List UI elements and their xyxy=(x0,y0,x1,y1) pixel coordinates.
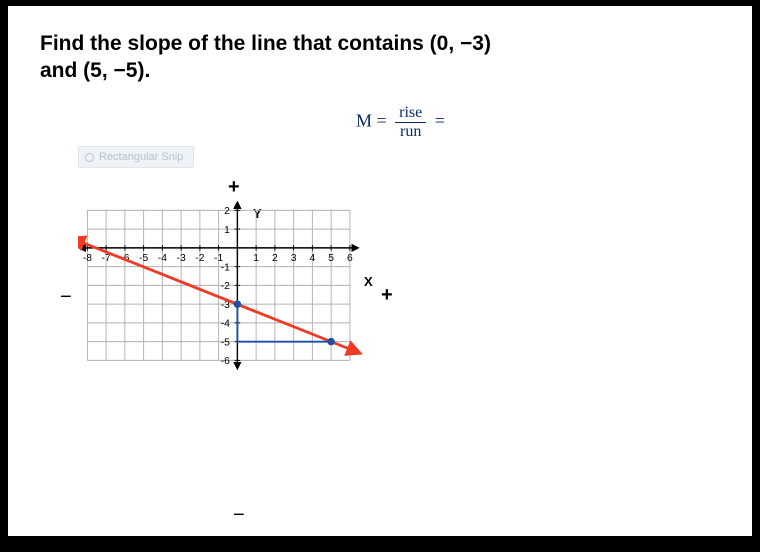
rectangular-snip-badge: Rectangular Snip xyxy=(78,146,194,168)
svg-text:2: 2 xyxy=(224,206,230,217)
svg-text:-2: -2 xyxy=(221,281,230,292)
svg-text:3: 3 xyxy=(291,253,297,264)
svg-text:-2: -2 xyxy=(195,253,204,264)
coordinate-graph: -8-7-6-5-4-3-2-112345621-1-2-3-4-5-6 xyxy=(78,201,378,501)
question-line-1: Find the slope of the line that contains… xyxy=(40,32,491,55)
formula-fraction: rise run xyxy=(395,104,426,141)
svg-text:4: 4 xyxy=(310,253,316,264)
svg-text:-5: -5 xyxy=(139,253,148,264)
formula-rise: rise xyxy=(395,104,426,123)
formula-equals: = xyxy=(435,111,445,131)
svg-text:5: 5 xyxy=(328,253,334,264)
svg-text:1: 1 xyxy=(253,253,259,264)
minus-icon: − xyxy=(60,286,72,309)
plus-icon: + xyxy=(228,176,240,199)
slope-formula: M = rise run = xyxy=(356,104,445,141)
question-text: Find the slope of the line that contains… xyxy=(40,30,720,85)
formula-m: M = xyxy=(356,111,387,131)
page: Find the slope of the line that contains… xyxy=(8,6,752,536)
svg-text:2: 2 xyxy=(272,253,278,264)
minus-icon: − xyxy=(233,504,245,527)
plus-icon: + xyxy=(381,284,393,307)
svg-text:-4: -4 xyxy=(221,319,230,330)
svg-text:-8: -8 xyxy=(83,253,92,264)
snip-label: Rectangular Snip xyxy=(99,151,183,163)
svg-text:6: 6 xyxy=(347,253,353,264)
svg-text:-1: -1 xyxy=(221,262,230,273)
svg-text:-5: -5 xyxy=(221,337,230,348)
svg-text:1: 1 xyxy=(224,225,230,236)
svg-text:-3: -3 xyxy=(177,253,186,264)
svg-text:-6: -6 xyxy=(221,356,230,367)
question-line-2: and (5, −5). xyxy=(40,59,150,82)
formula-run: run xyxy=(395,123,426,141)
svg-text:-4: -4 xyxy=(158,253,167,264)
